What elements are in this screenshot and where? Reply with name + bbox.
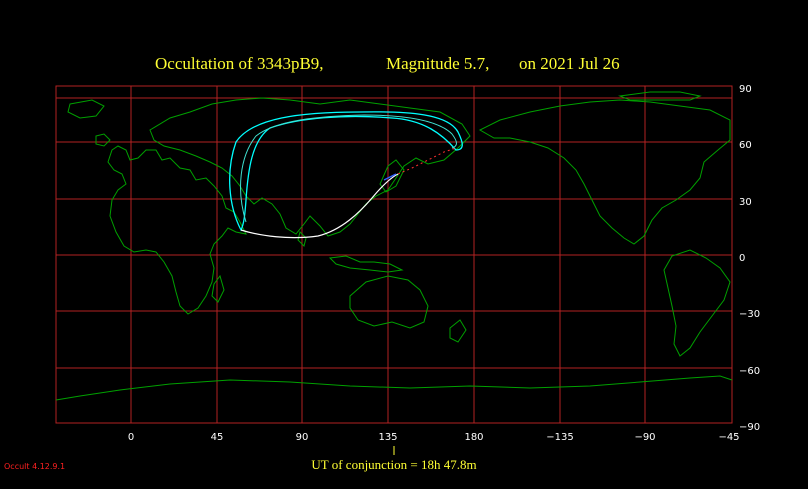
lon-tick: −90 — [634, 432, 655, 443]
lat-tick: 0 — [739, 253, 745, 264]
lat-tick-labels: 90 60 30 0 −30 −60 −90 — [739, 84, 760, 433]
coast-japan — [379, 159, 405, 193]
lon-tick-labels: 0 45 90 135 180 −135 −90 −45 — [128, 432, 740, 443]
lat-tick: 30 — [739, 197, 752, 208]
lat-tick: −90 — [739, 422, 760, 433]
lon-tick: −45 — [718, 432, 739, 443]
path-extension — [397, 147, 457, 175]
path-limit-inner — [240, 114, 457, 223]
coast-north-america — [478, 99, 731, 245]
coast-south-america — [663, 249, 731, 357]
coast-australia — [349, 275, 429, 329]
path-limit-outer — [229, 111, 463, 232]
lat-tick: −30 — [739, 309, 760, 320]
lon-tick: 45 — [211, 432, 224, 443]
lon-tick: 180 — [464, 432, 483, 443]
sunrise-segment — [383, 173, 397, 181]
title-object: Occultation of 3343pB9, — [155, 54, 324, 73]
lon-tick: −135 — [546, 432, 573, 443]
lat-tick: 90 — [739, 84, 752, 95]
conjunction-label: UT of conjunction = 18h 47.8m — [311, 457, 476, 472]
coast-arctic-islands — [618, 91, 702, 101]
occultation-path — [229, 111, 463, 239]
coast-europe-africa — [107, 145, 247, 315]
coast-britain — [95, 133, 111, 147]
coast-madagascar — [211, 274, 225, 303]
lat-tick: 60 — [739, 140, 752, 151]
version-label: Occult 4.12.9.1 — [4, 462, 65, 471]
lon-tick: 90 — [296, 432, 309, 443]
lat-tick: −60 — [739, 366, 760, 377]
lon-tick: 135 — [378, 432, 397, 443]
coast-new-zealand — [449, 319, 467, 343]
coast-iceland — [67, 99, 105, 119]
central-line — [240, 173, 399, 239]
coastlines — [55, 91, 733, 401]
graticule — [56, 86, 732, 423]
coast-indonesia — [328, 255, 404, 273]
lon-tick: 0 — [128, 432, 134, 443]
title-magnitude: Magnitude 5.7, — [386, 54, 489, 73]
title-date: on 2021 Jul 26 — [519, 54, 620, 73]
coast-antarctica — [55, 375, 733, 401]
